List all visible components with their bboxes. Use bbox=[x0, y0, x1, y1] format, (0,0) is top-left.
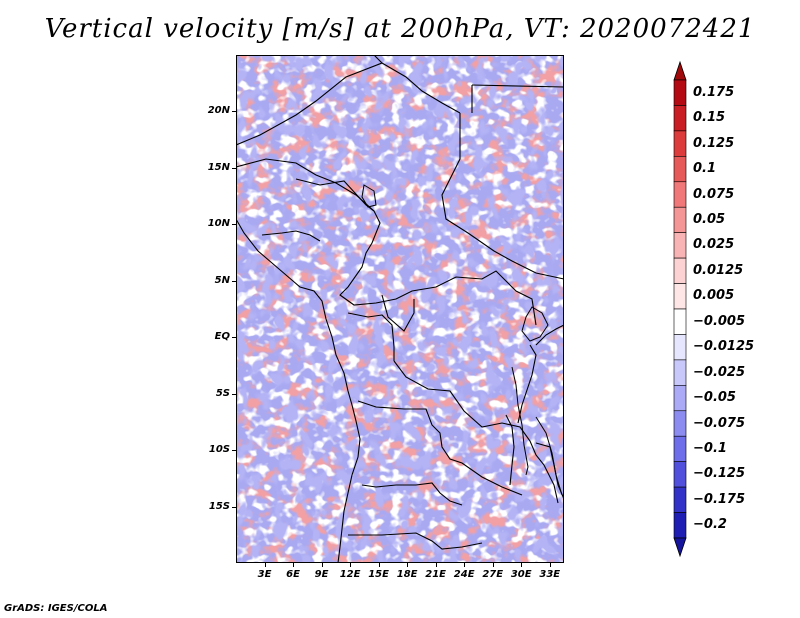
longitude-tick bbox=[378, 563, 380, 567]
colorbar-swatch bbox=[673, 257, 687, 284]
lakes bbox=[361, 184, 563, 496]
colorbar-swatch bbox=[673, 79, 687, 106]
colorbar-swatch bbox=[673, 385, 687, 412]
colorbar-label: 0.175 bbox=[693, 84, 735, 100]
latitude-tick bbox=[232, 111, 236, 113]
longitude-tick bbox=[293, 563, 295, 567]
colorbar-label: −0.175 bbox=[693, 491, 746, 507]
colorbar-label: 0.025 bbox=[693, 237, 735, 253]
longitude-label: 27E bbox=[482, 569, 504, 580]
field-strong-ascent-patches bbox=[236, 55, 564, 563]
grads-credit: GrADS: IGES/COLA bbox=[4, 603, 108, 614]
colorbar-bottom-extension bbox=[673, 537, 687, 558]
colorbar-label: −0.05 bbox=[693, 390, 736, 406]
longitude-tick bbox=[521, 563, 523, 567]
colorbar-label: 0.0125 bbox=[693, 262, 744, 278]
longitude-tick bbox=[435, 563, 437, 567]
colorbar-label: −0.025 bbox=[693, 364, 746, 380]
colorbar-label: −0.075 bbox=[693, 415, 746, 431]
latitude-label: 5N bbox=[214, 274, 230, 286]
colorbar-label: 0.125 bbox=[693, 135, 735, 151]
latitude-tick bbox=[232, 450, 236, 452]
longitude-tick bbox=[264, 563, 266, 567]
longitude-tick bbox=[321, 563, 323, 567]
longitude-tick bbox=[464, 563, 466, 567]
colorbar-swatch bbox=[673, 130, 687, 157]
colorbar-swatch bbox=[673, 105, 687, 132]
longitude-label: 3E bbox=[257, 569, 272, 580]
latitude-tick bbox=[232, 280, 236, 282]
vertical-velocity-map bbox=[236, 55, 564, 563]
colorbar-label: 0.05 bbox=[693, 211, 726, 227]
colorbar-label: −0.125 bbox=[693, 466, 746, 482]
colorbar bbox=[673, 60, 687, 558]
colorbar-swatch bbox=[673, 410, 687, 437]
latitude-tick bbox=[232, 393, 236, 395]
colorbar-swatch bbox=[673, 486, 687, 513]
longitude-tick bbox=[492, 563, 494, 567]
latitude-tick bbox=[232, 506, 236, 508]
longitude-label: 30E bbox=[510, 569, 532, 580]
longitude-label: 24E bbox=[453, 569, 475, 580]
colorbar-label: −0.1 bbox=[693, 440, 727, 456]
colorbar-swatch bbox=[673, 334, 687, 361]
coastline-and-borders bbox=[236, 55, 564, 563]
colorbar-label: −0.2 bbox=[693, 517, 727, 533]
latitude-label: 15S bbox=[208, 500, 230, 512]
longitude-label: 6E bbox=[286, 569, 300, 580]
colorbar-swatch bbox=[673, 435, 687, 462]
map-title: Vertical velocity [m/s] at 200hPa, VT: 2… bbox=[44, 14, 756, 44]
longitude-tick bbox=[549, 563, 551, 567]
latitude-label: 20N bbox=[207, 105, 230, 117]
colorbar-label: 0.005 bbox=[693, 288, 735, 304]
longitude-label: 12E bbox=[339, 569, 361, 580]
colorbar-swatch bbox=[673, 283, 687, 310]
latitude-label: EQ bbox=[214, 331, 230, 343]
latitude-label: 10S bbox=[208, 444, 230, 456]
latitude-tick bbox=[232, 167, 236, 169]
longitude-label: 21E bbox=[425, 569, 447, 580]
colorbar-swatch bbox=[673, 232, 687, 259]
longitude-label: 33E bbox=[539, 569, 561, 580]
colorbar-label: −0.0125 bbox=[693, 339, 755, 355]
colorbar-label: 0.15 bbox=[693, 110, 726, 126]
longitude-label: 9E bbox=[314, 569, 329, 580]
longitude-tick bbox=[407, 563, 409, 567]
colorbar-label: −0.005 bbox=[693, 313, 746, 329]
colorbar-swatch bbox=[673, 181, 687, 208]
latitude-tick bbox=[232, 337, 236, 339]
latitude-label: 5S bbox=[215, 387, 230, 399]
colorbar-swatch bbox=[673, 308, 687, 335]
longitude-label: 15E bbox=[368, 569, 389, 580]
map-border bbox=[236, 55, 564, 563]
colorbar-label: 0.075 bbox=[693, 186, 735, 202]
longitude-tick bbox=[350, 563, 352, 567]
colorbar-label: 0.1 bbox=[693, 161, 717, 177]
latitude-tick bbox=[232, 224, 236, 226]
colorbar-swatch bbox=[673, 461, 687, 488]
latitude-label: 15N bbox=[207, 161, 230, 173]
colorbar-top-extension bbox=[673, 60, 687, 81]
colorbar-swatch bbox=[673, 512, 687, 539]
latitude-label: 10N bbox=[207, 218, 230, 230]
colorbar-swatch bbox=[673, 156, 687, 183]
longitude-label: 18E bbox=[396, 569, 418, 580]
colorbar-swatch bbox=[673, 359, 687, 386]
colorbar-swatch bbox=[673, 206, 687, 233]
